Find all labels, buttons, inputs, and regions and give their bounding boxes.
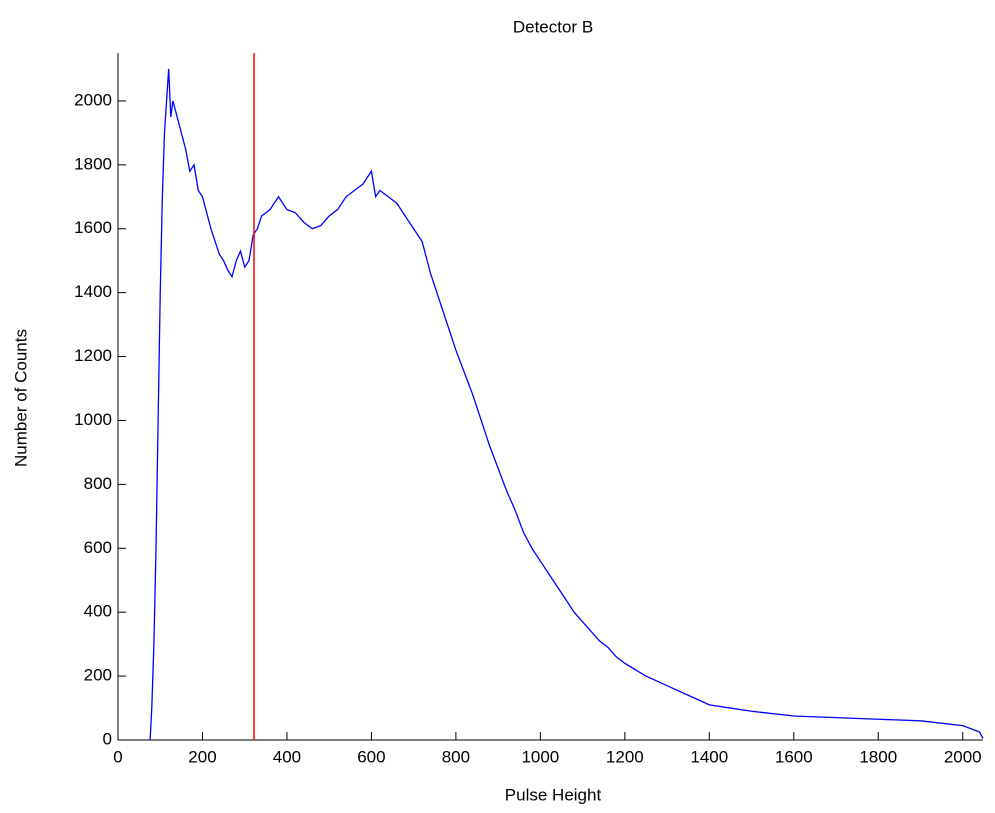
x-tick-label: 1600 xyxy=(775,747,813,766)
y-tick-label: 800 xyxy=(84,474,112,493)
y-tick-label: 1800 xyxy=(74,154,112,173)
data-line xyxy=(149,68,984,741)
x-tick-label: 0 xyxy=(113,747,122,766)
y-tick-label: 1600 xyxy=(74,218,112,237)
chart-title: Detector B xyxy=(513,17,593,36)
y-tick-label: 1400 xyxy=(74,282,112,301)
y-tick-label: 0 xyxy=(103,729,112,748)
x-tick-label: 600 xyxy=(357,747,385,766)
x-tick-label: 1000 xyxy=(521,747,559,766)
y-axis-label: Number of Counts xyxy=(11,329,30,467)
y-tick-label: 2000 xyxy=(74,90,112,109)
x-tick-label: 200 xyxy=(188,747,216,766)
x-tick-label: 2000 xyxy=(944,747,982,766)
y-tick-label: 1000 xyxy=(74,410,112,429)
y-tick-label: 200 xyxy=(84,666,112,685)
x-tick-label: 400 xyxy=(273,747,301,766)
y-tick-label: 600 xyxy=(84,538,112,557)
x-tick-label: 800 xyxy=(442,747,470,766)
x-axis-label: Pulse Height xyxy=(505,785,602,804)
y-tick-label: 1200 xyxy=(74,346,112,365)
x-tick-label: 1200 xyxy=(606,747,644,766)
x-tick-label: 1400 xyxy=(690,747,728,766)
x-tick-label: 1800 xyxy=(859,747,897,766)
y-tick-label: 400 xyxy=(84,602,112,621)
